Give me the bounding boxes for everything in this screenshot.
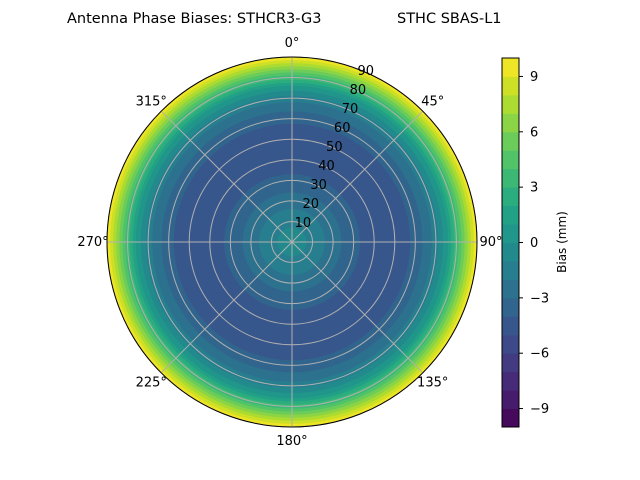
angular-gridline [160, 241, 293, 374]
colorbar-tick-label: −3 [530, 291, 549, 306]
colorbar-tick-label: 6 [530, 125, 538, 140]
colorbar-label: Bias (mm) [555, 211, 569, 273]
angular-gridline [291, 241, 424, 374]
colorbar-level [502, 371, 519, 391]
colorbar-tick-label: 3 [530, 181, 538, 196]
radial-tick-label: 20 [302, 197, 319, 212]
polar-grid [106, 56, 478, 428]
angular-tick-labels: 0° 45° 90° 135° 180° 225° 270° 315° [77, 36, 502, 449]
radial-tick-label: 90 [358, 64, 375, 79]
angular-tick-label: 180° [276, 434, 307, 449]
angular-tick-label: 45° [421, 94, 444, 109]
colorbar-level [502, 131, 519, 151]
radial-tick-label: 60 [334, 121, 351, 136]
colorbar-level [502, 390, 519, 410]
colorbar-level [502, 408, 519, 428]
radial-tick-label: 10 [295, 216, 312, 231]
colorbar-level [502, 205, 519, 225]
colorbar: −9 −6 −3 0 3 6 9 [501, 57, 549, 428]
colorbar-level [502, 279, 519, 299]
colorbar-level [502, 150, 519, 170]
colorbar-tick-label: −6 [530, 347, 549, 362]
radial-tick-label: 70 [342, 102, 359, 117]
colorbar-level [502, 224, 519, 243]
colorbar-level [502, 168, 519, 188]
radial-tick-labels: 10 20 30 40 50 60 70 80 90 [295, 64, 374, 231]
colorbar-level [502, 113, 519, 133]
chart-title-left: Antenna Phase Biases: STHCR3-G3 [67, 11, 322, 27]
angular-tick-label: 90° [479, 235, 502, 250]
radial-tick-label: 80 [350, 83, 367, 98]
colorbar-level [502, 353, 519, 373]
chart-title-right: STHC SBAS-L1 [397, 11, 502, 27]
colorbar-level [502, 187, 519, 207]
colorbar-level [502, 297, 519, 317]
polar-frame [106, 56, 478, 428]
colorbar-tick-label: −9 [530, 402, 549, 417]
angular-gridline [291, 110, 424, 243]
colorbar-level [502, 242, 519, 262]
angular-gridline [160, 110, 293, 243]
colorbar-level [502, 58, 519, 77]
angular-tick-label: 225° [136, 376, 167, 391]
colorbar-level [502, 260, 519, 280]
radial-tick-label: 50 [326, 140, 343, 155]
colorbar-level [502, 316, 519, 336]
angular-tick-label: 315° [136, 94, 167, 109]
radial-tick-label: 30 [310, 178, 327, 193]
angular-tick-label: 0° [285, 36, 300, 51]
radial-tick-label: 40 [318, 159, 335, 174]
colorbar-level [502, 76, 519, 96]
colorbar-level [502, 334, 519, 354]
colorbar-level [502, 94, 519, 114]
colorbar-tick-label: 0 [530, 236, 538, 251]
angular-tick-label: 135° [417, 376, 448, 391]
colorbar-tick-label: 9 [530, 70, 538, 85]
angular-tick-label: 270° [77, 235, 108, 250]
